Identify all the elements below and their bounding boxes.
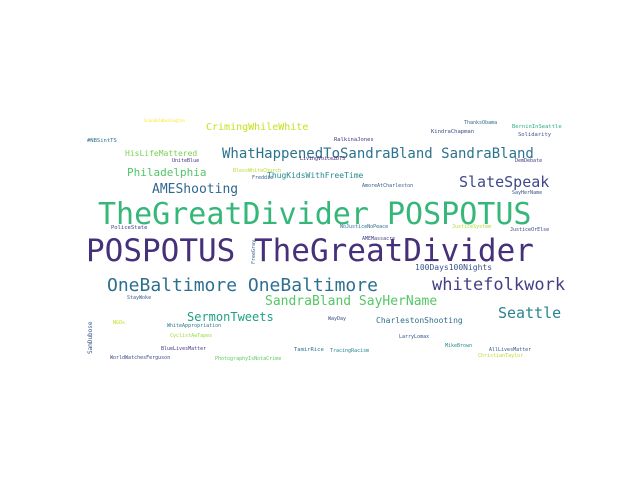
word-scandalwashington: ScandalWashington (144, 118, 186, 123)
word-seattle: Seattle (498, 304, 561, 322)
word-ralkinajones: RalkinaJones (334, 137, 374, 143)
word-demdebate: DemDebate (515, 158, 542, 164)
word-whitefolkwork: whitefolkwork (432, 275, 565, 295)
word-pospotus-thegreatdivider: POSPOTUS TheGreatDivider (86, 233, 534, 269)
word-amemassacre: AMEMassacre (362, 236, 395, 242)
word-onebaltimore-onebaltimore: OneBaltimore OneBaltimore (107, 275, 378, 296)
word-whathappenedtosandrabland-sandrabland: WhatHappenedToSandraBland SandraBland (222, 146, 534, 162)
word-nojusticenopeace: NoJusticeNoPeace (340, 224, 388, 230)
word-staywoke: StayWoke (127, 295, 151, 301)
word-sandrabland-sayhername: SandraBland SayHerName (265, 294, 437, 309)
word-livingvoice: LivingVoice2DTS (300, 156, 345, 162)
word-samdubose: SamDubose (87, 321, 94, 354)
word-bluelivesmatter: BlueLivesMatter (161, 346, 206, 352)
word-photographyisnotacrime: PhotographyIsNotaCrime (215, 356, 281, 362)
word-justiceorelse: JusticeOrElse (510, 227, 549, 233)
word-slatespeak: SlateSpeak (459, 173, 549, 191)
word-nbsints: #NBSintTS (87, 138, 117, 144)
word-philadelphia: Philadelphia (127, 166, 206, 179)
word-freegray: FreeGray (251, 240, 257, 264)
word-charlestonshooting: CharlestonShooting (376, 316, 463, 325)
word-hislifemattered: HisLifeMattered (125, 149, 197, 158)
word-justicesystem: JusticeSystem (452, 224, 491, 230)
word-thanksobama: ThanksObama (464, 120, 497, 126)
word-worldwatchesferguson: WorldWatchesFerguson (110, 355, 170, 361)
word-alllivesmatter: AllLivesMatter (489, 347, 531, 353)
word-amoreatcharleston: AmoreAtCharleston (362, 183, 413, 189)
word-thegreatdivider-pospotus: TheGreatDivider POSPOTUS (98, 197, 531, 232)
word-sayhername: SayHerName (512, 190, 542, 196)
word-mikebrown: MikeBrown (445, 343, 472, 349)
word-ngos: NGOs (113, 320, 125, 326)
word-thugkidswithfreetime: ThugKidsWithFreeTime (267, 171, 364, 180)
word-100days100nights: 100Days100Nights (415, 263, 492, 272)
word-wayday: WayDay (328, 316, 346, 322)
word-ameshooting: AMEShooting (152, 182, 238, 197)
word-crimingwhilewhite: CrimingWhileWhite (206, 122, 308, 133)
word-berninseattle: BerninInSeattle (512, 124, 562, 130)
word-tamirrice: TamirRice (294, 347, 324, 353)
word-freddie: Freddie (252, 175, 273, 181)
word-policestate: PoliceState (111, 225, 147, 231)
word-blesswhitechurch: BlessWhiteChurch (233, 168, 281, 174)
word-solidarity: Solidarity (518, 132, 552, 138)
word-christiantaylor: ChristianTaylor (478, 353, 523, 359)
word-tracingracism: TracingRacism (330, 348, 369, 354)
word-whiteappropriation: WhiteAppropriation (167, 323, 221, 329)
word-sermontweets: SermonTweets (187, 310, 274, 324)
word-cyclistawtapes: CyclistAwTapes (170, 333, 212, 339)
word-kindrachapman: KindraChapman (431, 129, 474, 135)
word-uniteblue: UniteBlue (172, 158, 199, 164)
word-larrylomax: LarryLomax (399, 334, 429, 340)
